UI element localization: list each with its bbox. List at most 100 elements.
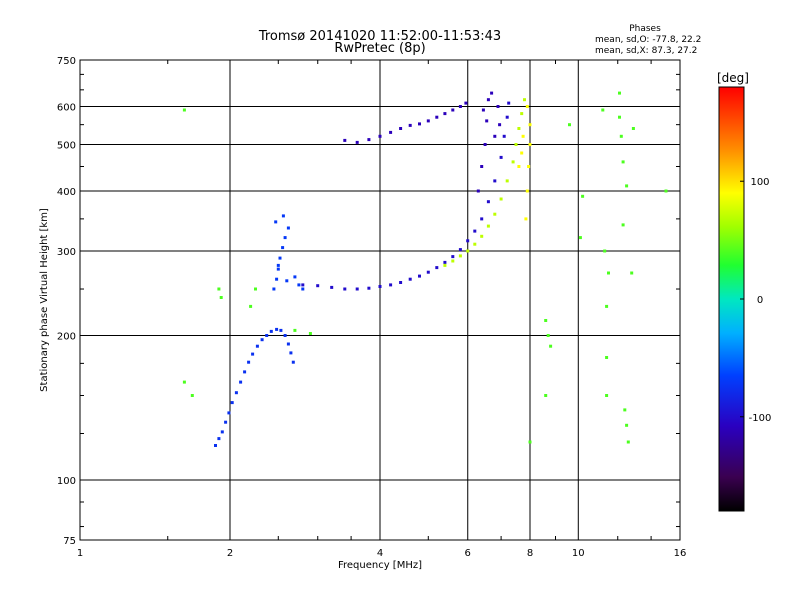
y-tick-label: 200 xyxy=(57,332,76,343)
data-point xyxy=(466,239,470,243)
x-axis-label: Frequency [MHz] xyxy=(338,560,422,571)
data-point xyxy=(603,249,607,253)
data-point xyxy=(601,108,605,112)
data-points xyxy=(182,91,668,447)
data-point xyxy=(389,130,393,134)
data-point xyxy=(247,360,251,364)
data-point xyxy=(260,338,264,342)
data-point xyxy=(217,437,221,441)
y-tick-label: 300 xyxy=(57,247,76,258)
data-point xyxy=(281,246,285,250)
data-point xyxy=(525,189,529,193)
data-point xyxy=(466,249,470,253)
data-point xyxy=(276,263,280,267)
data-point xyxy=(498,123,502,127)
data-point xyxy=(630,271,634,275)
data-point xyxy=(330,285,334,289)
y-tick-label: 750 xyxy=(57,56,76,67)
data-point xyxy=(443,112,447,116)
data-point xyxy=(389,283,393,287)
data-point xyxy=(464,101,468,105)
x-tick-label: 2 xyxy=(227,548,233,559)
data-point xyxy=(426,119,430,123)
data-point xyxy=(343,287,347,291)
data-point xyxy=(607,271,610,275)
data-point xyxy=(275,327,279,331)
data-point xyxy=(285,279,289,283)
data-point xyxy=(618,91,621,95)
data-point xyxy=(367,286,371,290)
data-point xyxy=(480,234,484,238)
data-point xyxy=(378,134,382,138)
data-point xyxy=(308,332,312,335)
data-point xyxy=(279,328,283,332)
data-point xyxy=(408,277,412,281)
data-point xyxy=(274,220,278,224)
data-point xyxy=(269,329,273,333)
data-point xyxy=(451,255,455,259)
chart-title: Tromsø 20141020 11:52:00-11:53:43 xyxy=(258,29,501,44)
data-point xyxy=(399,281,403,284)
data-point xyxy=(243,370,247,374)
stats-x-line: mean, sd,X: 87.3, 27.2 xyxy=(595,46,697,56)
data-point xyxy=(289,351,293,355)
data-point xyxy=(621,160,625,164)
data-point xyxy=(297,283,301,287)
data-point xyxy=(286,226,290,230)
y-axis-ticks: 75 100 200 300 400 500 600 750 xyxy=(57,56,680,547)
data-point xyxy=(514,143,518,146)
data-point xyxy=(581,194,585,198)
data-point xyxy=(544,319,548,322)
data-point xyxy=(528,440,532,444)
data-point xyxy=(458,248,462,252)
data-point xyxy=(426,270,430,274)
data-point xyxy=(496,105,500,108)
data-point xyxy=(276,267,280,271)
data-point xyxy=(281,214,285,218)
data-point xyxy=(626,440,630,444)
colorbar-tick-label: 100 xyxy=(750,177,769,188)
data-point xyxy=(418,122,421,126)
stats-o-line: mean, sd,O: -77.8, 22.2 xyxy=(595,35,701,45)
data-point xyxy=(367,138,371,142)
data-point xyxy=(355,140,359,144)
data-point xyxy=(443,263,447,267)
data-point xyxy=(217,287,221,291)
data-point xyxy=(493,134,497,138)
data-point xyxy=(283,236,287,240)
data-point xyxy=(220,430,224,434)
data-point xyxy=(528,123,532,127)
data-point xyxy=(490,91,494,95)
data-point xyxy=(505,115,509,119)
data-point xyxy=(507,101,511,105)
data-point xyxy=(239,380,243,384)
data-point xyxy=(486,98,490,102)
data-point xyxy=(521,134,525,138)
data-point xyxy=(214,444,217,447)
data-point xyxy=(502,134,506,138)
data-point xyxy=(517,165,521,168)
y-tick-label: 400 xyxy=(57,187,76,198)
data-point xyxy=(443,260,447,264)
data-point xyxy=(621,223,625,227)
data-point xyxy=(520,151,524,155)
data-point xyxy=(473,229,477,233)
data-point xyxy=(523,98,526,102)
data-point xyxy=(520,112,524,116)
data-point xyxy=(182,108,186,112)
data-point xyxy=(480,217,484,221)
data-point xyxy=(272,287,276,291)
x-tick-label: 8 xyxy=(527,548,533,559)
data-point xyxy=(605,394,609,397)
grid-lines xyxy=(79,59,681,541)
data-point xyxy=(265,334,269,337)
data-point xyxy=(286,342,290,346)
data-point xyxy=(291,360,295,364)
data-point xyxy=(485,119,489,123)
data-point xyxy=(275,277,279,281)
data-point xyxy=(568,123,571,127)
data-point xyxy=(549,344,553,348)
data-point xyxy=(623,408,627,412)
x-tick-label: 6 xyxy=(465,548,471,559)
